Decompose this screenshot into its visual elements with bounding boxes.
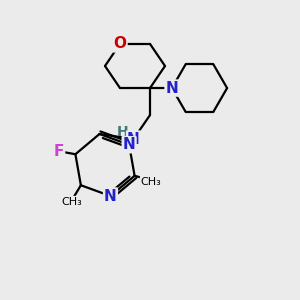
- Text: N: N: [104, 188, 117, 203]
- Text: CH₃: CH₃: [141, 177, 161, 187]
- Text: CH₃: CH₃: [61, 197, 82, 207]
- Text: H: H: [116, 125, 128, 140]
- Text: N: N: [127, 132, 140, 147]
- Text: F: F: [54, 144, 64, 159]
- Text: N: N: [166, 81, 178, 96]
- Text: N: N: [123, 137, 136, 152]
- Text: O: O: [113, 36, 127, 51]
